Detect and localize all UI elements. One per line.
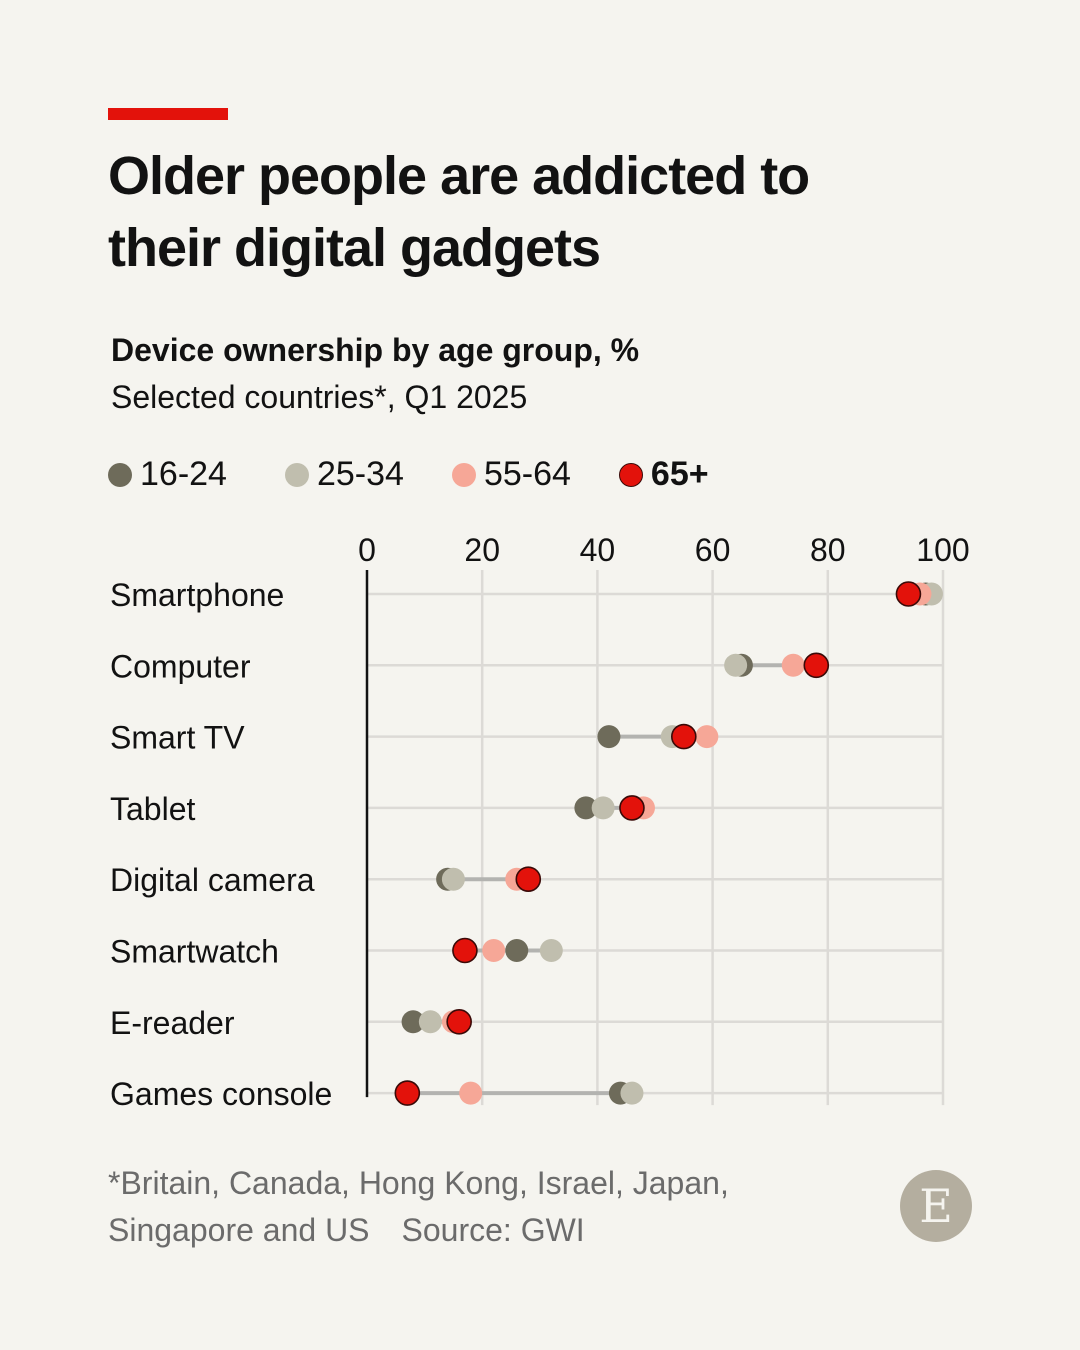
category-label: Digital camera <box>110 862 315 898</box>
dot-55-64 <box>781 653 805 677</box>
dot-25-34 <box>620 1081 644 1105</box>
dot-16-24 <box>597 725 621 749</box>
legend-label: 55-64 <box>483 455 571 493</box>
legend-item: 16-24 <box>108 455 227 494</box>
category-label: Smartwatch <box>110 934 279 970</box>
legend-item: 65+ <box>618 455 709 494</box>
category-label: Computer <box>110 648 251 684</box>
category-label: Smart TV <box>110 720 245 756</box>
source: Source: GWI <box>401 1212 585 1248</box>
dot-16-24 <box>505 939 529 962</box>
x-tick-label: 80 <box>810 532 846 568</box>
footnote-line-2: Singapore and US <box>108 1212 370 1248</box>
legend-label: 65+ <box>650 455 709 493</box>
legend: 16-24 25-34 55-64 65+ <box>108 455 757 494</box>
dot-65+ <box>670 723 697 750</box>
dot-25-34 <box>441 867 465 891</box>
category-label: Games console <box>110 1076 332 1112</box>
category-label: Smartphone <box>110 577 284 613</box>
legend-swatch <box>108 462 132 487</box>
dot-65+ <box>515 866 542 893</box>
category-label: E-reader <box>110 1005 235 1041</box>
chart-title: Older people are addicted to their digit… <box>108 146 810 278</box>
category-label: Tablet <box>110 791 196 827</box>
dot-16-24 <box>401 1010 425 1034</box>
footnote: *Britain, Canada, Hong Kong, Israel, Jap… <box>108 1160 729 1254</box>
dot-65+ <box>803 652 830 679</box>
legend-swatch <box>284 462 309 487</box>
dot-65+ <box>446 1008 472 1035</box>
legend-item: 55-64 <box>451 455 571 494</box>
dot-65+ <box>619 795 645 821</box>
dot-25-34 <box>724 653 748 677</box>
dot-55-64 <box>695 725 719 749</box>
dot-65+ <box>895 581 922 607</box>
economist-logo: E <box>900 1170 972 1242</box>
chart-subtitle: Device ownership by age group, % <box>111 332 640 368</box>
accent-bar <box>108 108 228 120</box>
x-tick-label: 20 <box>464 532 500 568</box>
legend-swatch <box>451 462 476 487</box>
x-tick-label: 60 <box>695 532 731 568</box>
legend-item: 25-34 <box>284 455 404 494</box>
dot-65+ <box>452 937 478 964</box>
dot-16-24 <box>574 796 598 820</box>
x-tick-label: 40 <box>580 532 616 568</box>
legend-label: 16-24 <box>140 455 227 493</box>
legend-swatch <box>618 462 643 487</box>
dot-25-34 <box>418 1010 442 1034</box>
x-tick-label: 0 <box>358 532 376 568</box>
x-tick-label: 100 <box>916 532 969 568</box>
dot-25-34 <box>539 939 563 962</box>
dot-55-64 <box>459 1081 483 1105</box>
dot-65+ <box>394 1080 421 1106</box>
dot-25-34 <box>591 796 615 820</box>
dot-55-64 <box>482 939 506 962</box>
chart-subtitle-2: Selected countries*, Q1 2025 <box>111 379 528 415</box>
legend-label: 25-34 <box>316 455 404 493</box>
footnote-line-1: *Britain, Canada, Hong Kong, Israel, Jap… <box>108 1165 729 1201</box>
